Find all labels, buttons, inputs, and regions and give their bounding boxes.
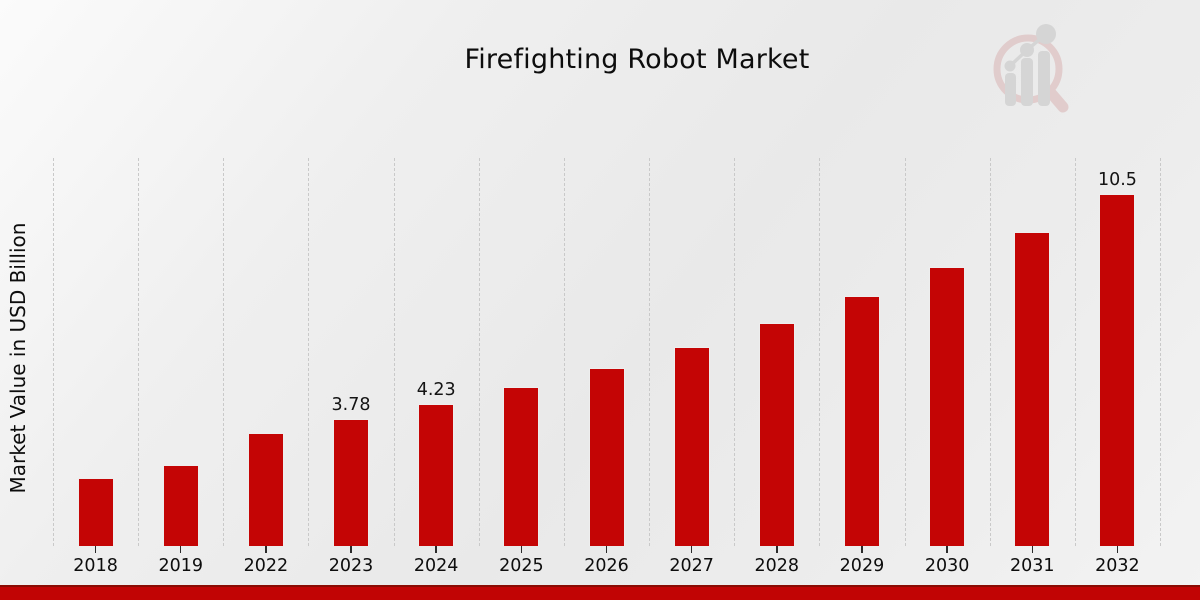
x-tick-label-2018: 2018 bbox=[73, 556, 118, 576]
bar-2018 bbox=[77, 478, 114, 546]
x-tick-label-2027: 2027 bbox=[669, 556, 714, 576]
chart-title: Firefighting Robot Market bbox=[464, 44, 810, 75]
plot-area: 2018 2019 2022 3.78 2023 4.23 2024 2025 2026 2027… bbox=[53, 158, 1161, 576]
x-axis-tick bbox=[1116, 546, 1119, 553]
gridline bbox=[393, 158, 395, 546]
bar-2024 bbox=[418, 404, 455, 546]
x-axis-tick bbox=[265, 546, 267, 553]
x-tick-label-2031: 2031 bbox=[1009, 556, 1055, 576]
gridline bbox=[1160, 158, 1161, 546]
bar-2032 bbox=[1099, 193, 1136, 546]
gridline bbox=[904, 158, 906, 546]
gridline bbox=[308, 158, 310, 546]
x-axis-tick bbox=[350, 546, 352, 553]
bar-2023 bbox=[333, 419, 370, 546]
bar-2029 bbox=[843, 295, 880, 546]
bar-value-label-2032: 10.5 bbox=[1097, 169, 1137, 190]
x-axis-tick bbox=[605, 546, 608, 553]
x-tick-label-2024: 2024 bbox=[413, 556, 459, 576]
bar-2026 bbox=[588, 367, 625, 546]
bar-2022 bbox=[247, 433, 284, 546]
gridline bbox=[223, 158, 225, 546]
bar-2031 bbox=[1014, 231, 1051, 546]
bar-2028 bbox=[758, 323, 795, 546]
gridline bbox=[53, 158, 54, 546]
x-tick-label-2022: 2022 bbox=[243, 556, 289, 576]
bar-2019 bbox=[162, 465, 199, 546]
x-axis-tick bbox=[690, 546, 693, 553]
x-axis-tick bbox=[520, 546, 523, 553]
gridline bbox=[563, 158, 565, 546]
gridline bbox=[649, 158, 651, 546]
y-axis-title: Market Value in USD Billion bbox=[6, 222, 30, 494]
gridline bbox=[478, 158, 480, 546]
bar-2025 bbox=[503, 387, 540, 546]
x-tick-label-2029: 2029 bbox=[839, 556, 885, 576]
bar-value-label-2023: 3.78 bbox=[331, 395, 371, 416]
gridline bbox=[989, 158, 991, 546]
bar-2030 bbox=[929, 267, 966, 546]
x-axis-tick bbox=[1031, 546, 1034, 553]
magnifier-bar-chart-logo-icon bbox=[986, 24, 1082, 120]
x-tick-label-2032: 2032 bbox=[1095, 556, 1140, 576]
gridline bbox=[819, 158, 821, 546]
x-tick-label-2025: 2025 bbox=[499, 556, 544, 576]
bar-value-label-2024: 4.23 bbox=[416, 380, 456, 401]
x-tick-label-2023: 2023 bbox=[328, 556, 374, 576]
x-axis-tick bbox=[179, 546, 182, 553]
x-tick-label-2026: 2026 bbox=[584, 556, 629, 576]
footer-accent-bar bbox=[0, 585, 1200, 600]
x-axis-tick bbox=[776, 546, 778, 553]
x-axis-tick bbox=[946, 546, 948, 553]
x-axis-tick bbox=[94, 546, 97, 553]
gridline bbox=[734, 158, 736, 546]
x-axis-tick bbox=[861, 546, 863, 553]
x-axis-tick bbox=[435, 546, 437, 553]
bar-2027 bbox=[673, 346, 710, 546]
x-tick-label-2019: 2019 bbox=[158, 556, 203, 576]
gridline bbox=[1074, 158, 1076, 546]
x-tick-label-2028: 2028 bbox=[754, 556, 800, 576]
x-tick-label-2030: 2030 bbox=[924, 556, 970, 576]
gridline bbox=[138, 158, 140, 546]
